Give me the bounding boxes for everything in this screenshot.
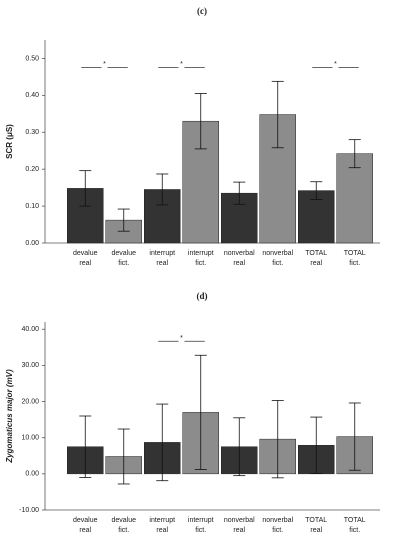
bar xyxy=(336,153,373,244)
panel-title: (c) xyxy=(197,6,207,16)
x-tick-label: nonverbal real xyxy=(224,250,255,267)
x-tick-label: TOTAL real xyxy=(305,517,327,534)
y-tick-label: 10.00 xyxy=(21,435,39,442)
significance-label: * xyxy=(334,61,337,68)
x-tick-label: devalue real xyxy=(73,250,98,267)
x-tick-label: nonverbal fict. xyxy=(262,517,293,534)
x-tick-label: nonverbal fict. xyxy=(262,250,293,267)
y-tick-label: 0.40 xyxy=(25,92,39,99)
x-tick-label: TOTAL fict. xyxy=(344,517,366,534)
y-tick-label: 30.00 xyxy=(21,362,39,369)
significance-label: * xyxy=(103,61,106,68)
x-tick-label: interrupt real xyxy=(149,517,175,534)
x-tick-label: interrupt fict. xyxy=(188,250,214,267)
y-tick-label: 20.00 xyxy=(21,398,39,405)
x-tick-label: TOTAL real xyxy=(305,250,327,267)
y-axis-label: Zygomaticus major (mV) xyxy=(5,369,14,464)
y-tick-label: 0.00 xyxy=(25,240,39,247)
y-axis-label: SCR (μS) xyxy=(5,124,14,159)
x-tick-label: interrupt real xyxy=(149,250,175,267)
y-tick-label: 0.10 xyxy=(25,203,39,210)
y-tick-label: 0.50 xyxy=(25,55,39,62)
panel-title: (d) xyxy=(197,291,208,301)
y-tick-label: 0.30 xyxy=(25,129,39,136)
y-tick-label: 0.20 xyxy=(25,166,39,173)
y-tick-label: 0.00 xyxy=(25,471,39,478)
y-tick-label: 40.00 xyxy=(21,326,39,333)
significance-label: * xyxy=(180,335,183,342)
x-tick-label: nonverbal real xyxy=(224,517,255,534)
x-tick-label: devalue fict. xyxy=(111,517,136,534)
significance-label: * xyxy=(180,61,183,68)
x-tick-label: devalue fict. xyxy=(111,250,136,267)
x-tick-label: TOTAL fict. xyxy=(344,250,366,267)
y-tick-label: -10.00 xyxy=(19,507,39,514)
x-tick-label: devalue real xyxy=(73,517,98,534)
x-tick-label: interrupt fict. xyxy=(188,517,214,534)
